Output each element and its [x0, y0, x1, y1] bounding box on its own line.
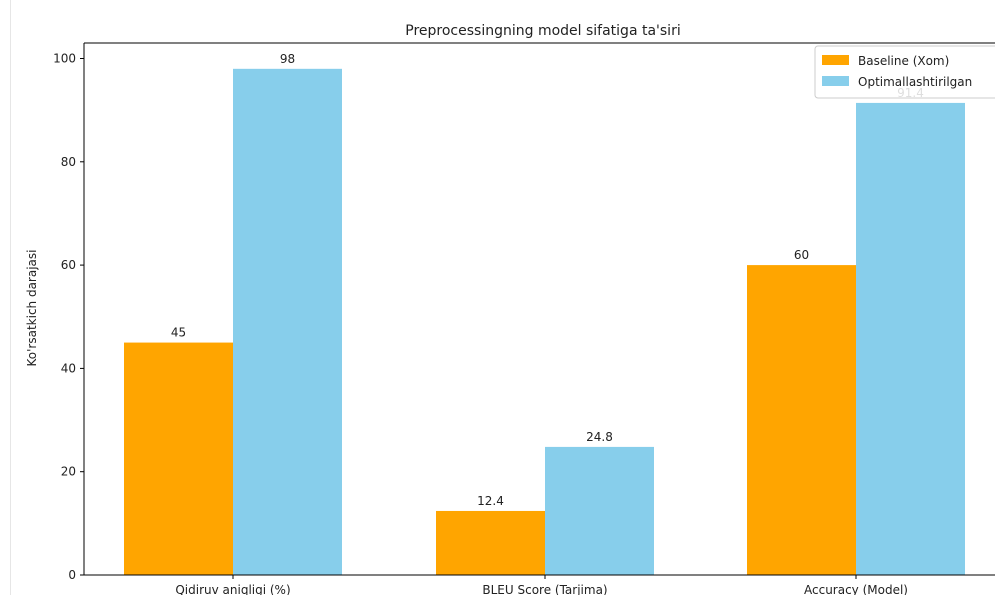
left-edge-rule: [10, 0, 11, 595]
y-tick-label: 0: [68, 568, 76, 582]
legend-swatch-optimized: [822, 76, 849, 86]
y-tick-label: 20: [61, 465, 76, 479]
bar-optimized-0: [233, 68, 342, 575]
y-tick-label: 80: [61, 155, 76, 169]
bar-value-label: 98: [280, 52, 295, 66]
x-tick-label: BLEU Score (Tarjima): [482, 583, 607, 595]
bar-value-label: 12.4: [477, 494, 504, 508]
y-axis-label: Ko'rsatkich darajasi: [25, 250, 39, 367]
legend: Baseline (Xom) Optimallashtirilgan: [814, 45, 995, 99]
bar-value-label: 60: [794, 248, 809, 262]
bar-value-label: 24.8: [586, 430, 613, 444]
x-tick-label: Qidiruv aniqligi (%): [175, 583, 290, 595]
axes-frame: [83, 42, 995, 576]
bars-group: [124, 68, 965, 576]
y-tick-label: 100: [53, 51, 76, 65]
legend-label-baseline: Baseline (Xom): [858, 54, 949, 68]
chart-title: Preprocessingning model sifatiga ta'siri: [405, 23, 680, 39]
y-axis-ticks: 0 20 40 60 80 100: [53, 51, 84, 582]
y-tick-label: 60: [61, 258, 76, 272]
x-tick-label: Accuracy (Model): [804, 583, 908, 595]
legend-swatch-baseline: [822, 55, 849, 65]
bar-value-label: 45: [171, 326, 186, 340]
bar-baseline-1: [436, 510, 545, 575]
bar-baseline-0: [124, 342, 233, 575]
bar-optimized-2: [856, 102, 965, 576]
legend-box: [814, 45, 995, 99]
legend-label-optimized: Optimallashtirilgan: [858, 75, 972, 89]
bar-optimized-1: [545, 446, 654, 575]
bar-baseline-2: [747, 265, 856, 575]
x-axis-ticks: Qidiruv aniqligi (%) BLEU Score (Tarjima)…: [175, 575, 908, 595]
y-tick-label: 40: [61, 361, 76, 375]
